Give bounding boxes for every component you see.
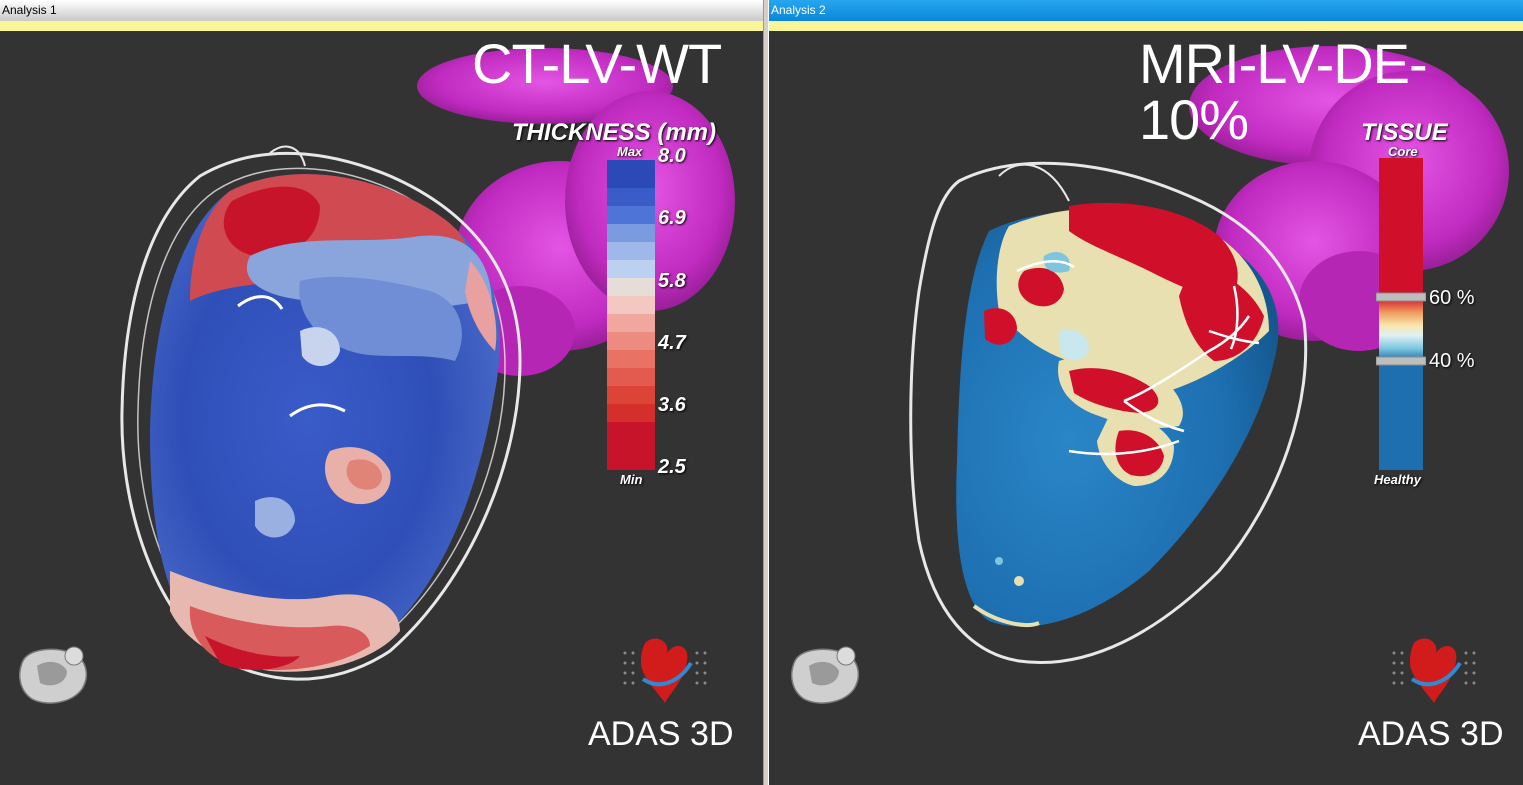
legend-title: TISSUE — [1361, 119, 1448, 146]
brand-name: ADAS 3D — [588, 715, 734, 753]
legend-tick-5.8: 5.8 — [658, 270, 686, 292]
lv-scar-map — [956, 202, 1279, 627]
lv-thickness-map — [150, 174, 500, 672]
legend-max-label: Max — [617, 144, 643, 159]
legend-tick-8.0: 8.0 — [658, 145, 686, 167]
mode-title: MRI-LV-DE-10% — [1139, 32, 1428, 151]
legend-healthy-label: Healthy — [1374, 472, 1421, 487]
legend-min-label: Min — [620, 472, 643, 487]
legend-tick-6.9: 6.9 — [658, 207, 686, 229]
threshold-60-label: 60 % — [1429, 287, 1475, 309]
legend-tick-2.5: 2.5 — [658, 456, 686, 478]
thickness-color-scale — [607, 160, 655, 470]
3d-viewport[interactable]: CT-LV-WT THICKNESS (mm) Max 8.0 6.9 5.8 … — [0, 31, 763, 785]
adas-logo-icon — [623, 638, 707, 703]
panel-title-bar[interactable]: Analysis 2 — [769, 0, 1523, 21]
heart-render[interactable] — [769, 31, 1523, 785]
threshold-40-label: 40 % — [1429, 350, 1475, 372]
mode-title: CT-LV-WT — [472, 32, 722, 95]
legend-tick-4.7: 4.7 — [658, 332, 686, 354]
heart-render[interactable] — [0, 31, 763, 785]
analysis-panel-1[interactable]: Analysis 1 — [0, 0, 763, 785]
panel-title: Analysis 1 — [2, 3, 57, 17]
title-accent-strip — [0, 21, 763, 31]
panel-title-bar[interactable]: Analysis 1 — [0, 0, 763, 21]
legend-core-label: Core — [1388, 144, 1418, 159]
legend-tick-3.6: 3.6 — [658, 394, 686, 416]
adas-logo-icon — [1392, 638, 1476, 703]
left-atrium — [1189, 46, 1509, 351]
analysis-panel-2[interactable]: Analysis 2 — [769, 0, 1523, 785]
tissue-color-scale — [1376, 158, 1426, 470]
title-accent-strip — [769, 21, 1523, 31]
legend-title: THICKNESS (mm) — [512, 119, 717, 146]
epicardium-contour — [909, 161, 1308, 664]
heart-orientation-icon[interactable] — [19, 646, 88, 704]
3d-viewport[interactable]: MRI-LV-DE-10% TISSUE Core 60 % 40 % — [769, 31, 1523, 785]
heart-orientation-icon[interactable] — [791, 646, 860, 704]
panel-splitter[interactable] — [763, 0, 769, 785]
panel-title: Analysis 2 — [771, 3, 826, 17]
brand-name: ADAS 3D — [1358, 715, 1504, 753]
